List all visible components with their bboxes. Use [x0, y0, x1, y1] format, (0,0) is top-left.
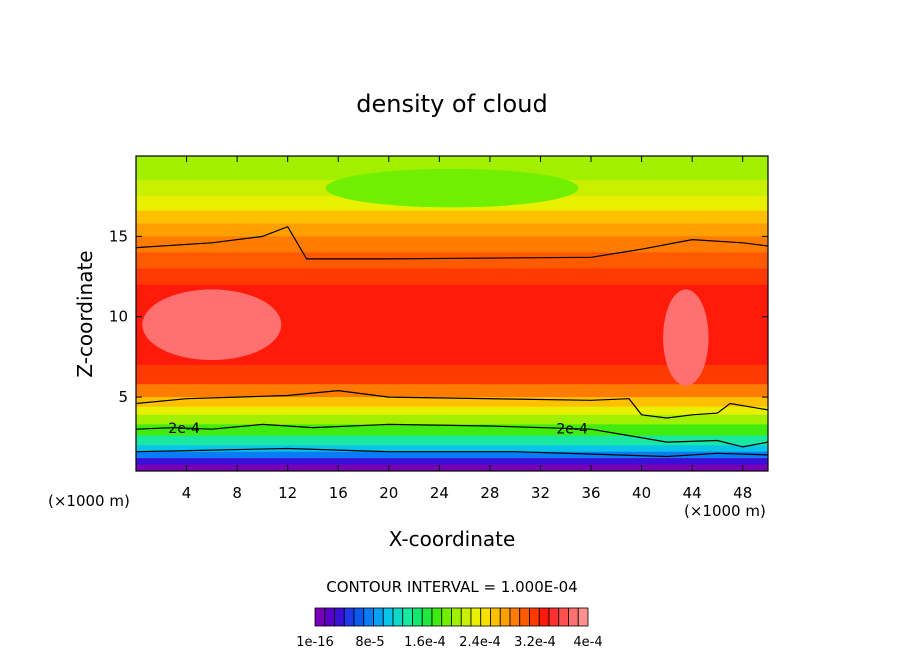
x-tick-label-2: 12	[278, 484, 297, 502]
x-unit-left: (×1000 m)	[48, 492, 130, 510]
colorbar-cell-11	[421, 607, 433, 627]
colorbar-cell-26	[568, 607, 579, 627]
x-unit-right: (×1000 m)	[684, 502, 766, 520]
colorbar-cell-9	[402, 607, 413, 627]
y-tick-label-2: 15	[109, 227, 128, 245]
x-axis-ticks: 4 8 12 16 20 24 28 32 36 40 44 48	[182, 156, 752, 502]
colorbar-cell-4	[353, 607, 365, 627]
x-tick-label-8: 36	[581, 484, 600, 502]
contour-interval: CONTOUR INTERVAL = 1.000E-04	[326, 578, 577, 596]
colorbar-cell-7	[382, 607, 394, 627]
plot-area	[136, 156, 768, 471]
x-tick-label-7: 32	[531, 484, 550, 502]
colorbar-cell-0	[314, 607, 326, 627]
colorbar-cell-5	[363, 607, 374, 627]
colorbar-cell-2	[334, 607, 345, 627]
colorbar-label-4: 3.2e-4	[514, 635, 556, 650]
colorbar-label-3: 2.4e-4	[459, 635, 501, 650]
colorbar-cell-21	[519, 607, 530, 627]
y-axis-label: Z-coordinate	[73, 250, 97, 377]
colorbar-cell-18	[490, 607, 501, 627]
colorbar-cell-14	[451, 607, 462, 627]
x-tick-label-0: 4	[182, 484, 192, 502]
blob-2	[325, 168, 579, 208]
colorbar-label-5: 4e-4	[573, 635, 602, 650]
contour-line-1	[136, 389, 768, 419]
contour-line-2	[136, 423, 768, 448]
colorbar-cell-12	[431, 607, 443, 627]
blob-1	[663, 289, 709, 386]
x-tick-label-11: 48	[733, 484, 752, 502]
x-tick-label-9: 40	[632, 484, 651, 502]
chart-title: density of cloud	[356, 90, 547, 118]
x-axis-label: X-coordinate	[389, 527, 516, 551]
colorbar-cell-6	[373, 607, 384, 627]
x-tick-label-6: 28	[480, 484, 499, 502]
colorbar-label-2: 1.6e-4	[404, 635, 446, 650]
colorbar-cell-20	[509, 607, 521, 627]
y-tick-label-0: 5	[118, 388, 128, 406]
colorbar-cell-1	[324, 607, 335, 627]
colorbar-cell-19	[499, 607, 511, 627]
contour-line-0	[136, 225, 768, 260]
plot-frame	[135, 155, 769, 472]
colorbar-cell-3	[343, 607, 355, 627]
colorbar-label-0: 1e-16	[296, 635, 334, 650]
colorbar-label-1: 8e-5	[355, 635, 384, 650]
colorbar-cell-13	[441, 607, 452, 627]
colorbar-cell-22	[529, 607, 540, 627]
contour-line-3	[136, 447, 768, 458]
x-tick-label-3: 16	[329, 484, 348, 502]
x-tick-label-4: 20	[379, 484, 398, 502]
blob-0	[142, 289, 282, 361]
colorbar-cell-8	[392, 607, 404, 627]
contour-lines: 2e-4 2e-4	[136, 225, 768, 458]
x-tick-label-5: 24	[430, 484, 449, 502]
colorbar-cell-25	[558, 607, 569, 627]
colorbar-cell-23	[538, 607, 550, 627]
colorbar-cell-17	[480, 607, 491, 627]
y-axis-ticks: 5 10 15	[109, 227, 768, 406]
colorbar-cell-10	[412, 607, 423, 627]
colorbar-cell-16	[470, 607, 482, 627]
colorbar-labels: 1e-16 8e-5 1.6e-4 2.4e-4 3.2e-4 4e-4	[296, 635, 602, 650]
colorbar-cell-15	[460, 607, 472, 627]
contour-label-0: 2e-4	[168, 421, 200, 437]
contour-label-1: 2e-4	[556, 422, 588, 438]
colorbar-cell-27	[577, 607, 589, 627]
x-tick-label-1: 8	[232, 484, 242, 502]
x-tick-label-10: 44	[683, 484, 702, 502]
colorbar-cell-24	[548, 607, 560, 627]
y-tick-label-1: 10	[109, 308, 128, 326]
colorbar	[314, 607, 589, 627]
